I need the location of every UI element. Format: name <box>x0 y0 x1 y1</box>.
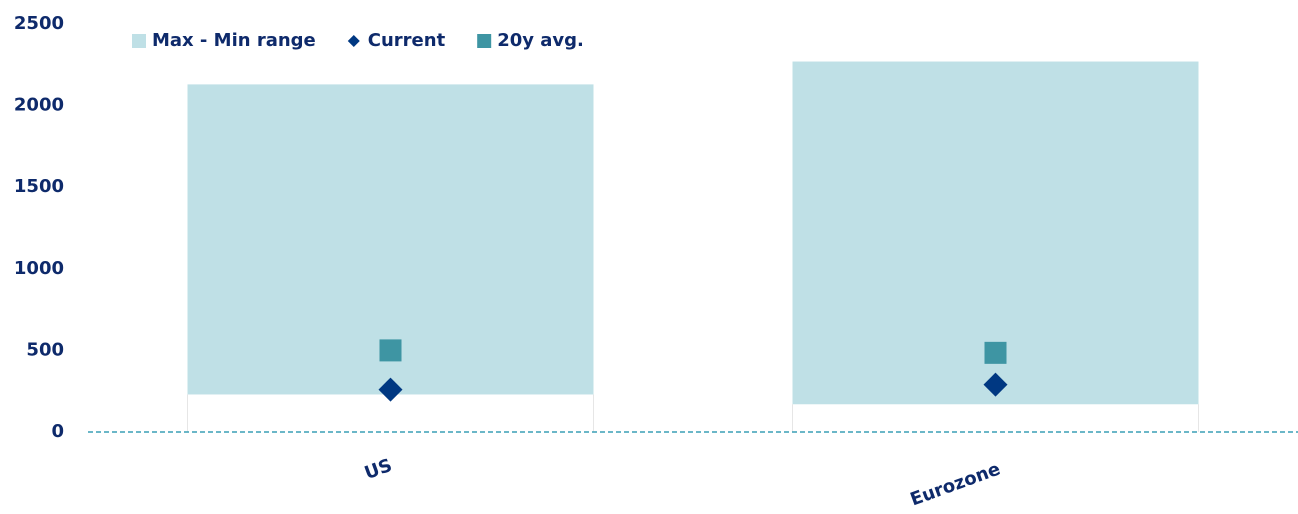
y-tick-label: 1500 <box>14 176 64 197</box>
legend-swatch <box>132 34 146 48</box>
y-tick-label: 2000 <box>14 95 64 116</box>
legend-swatch <box>347 35 360 47</box>
y-tick-label: 2500 <box>14 13 64 34</box>
y-tick-label: 1000 <box>14 258 64 279</box>
x-tick-label: US <box>362 455 395 484</box>
legend-label: Max - Min range <box>152 30 316 51</box>
y-tick-label: 0 <box>51 421 64 442</box>
current-marker <box>983 372 1008 397</box>
current-marker <box>378 377 403 402</box>
x-tick-label: Eurozone <box>907 459 1003 511</box>
legend-label: Current <box>368 30 446 51</box>
legend-swatch <box>477 34 492 48</box>
avg-marker <box>984 341 1007 364</box>
legend-label: 20y avg. <box>497 30 584 51</box>
y-tick-label: 500 <box>26 339 64 360</box>
avg-marker <box>379 339 402 362</box>
